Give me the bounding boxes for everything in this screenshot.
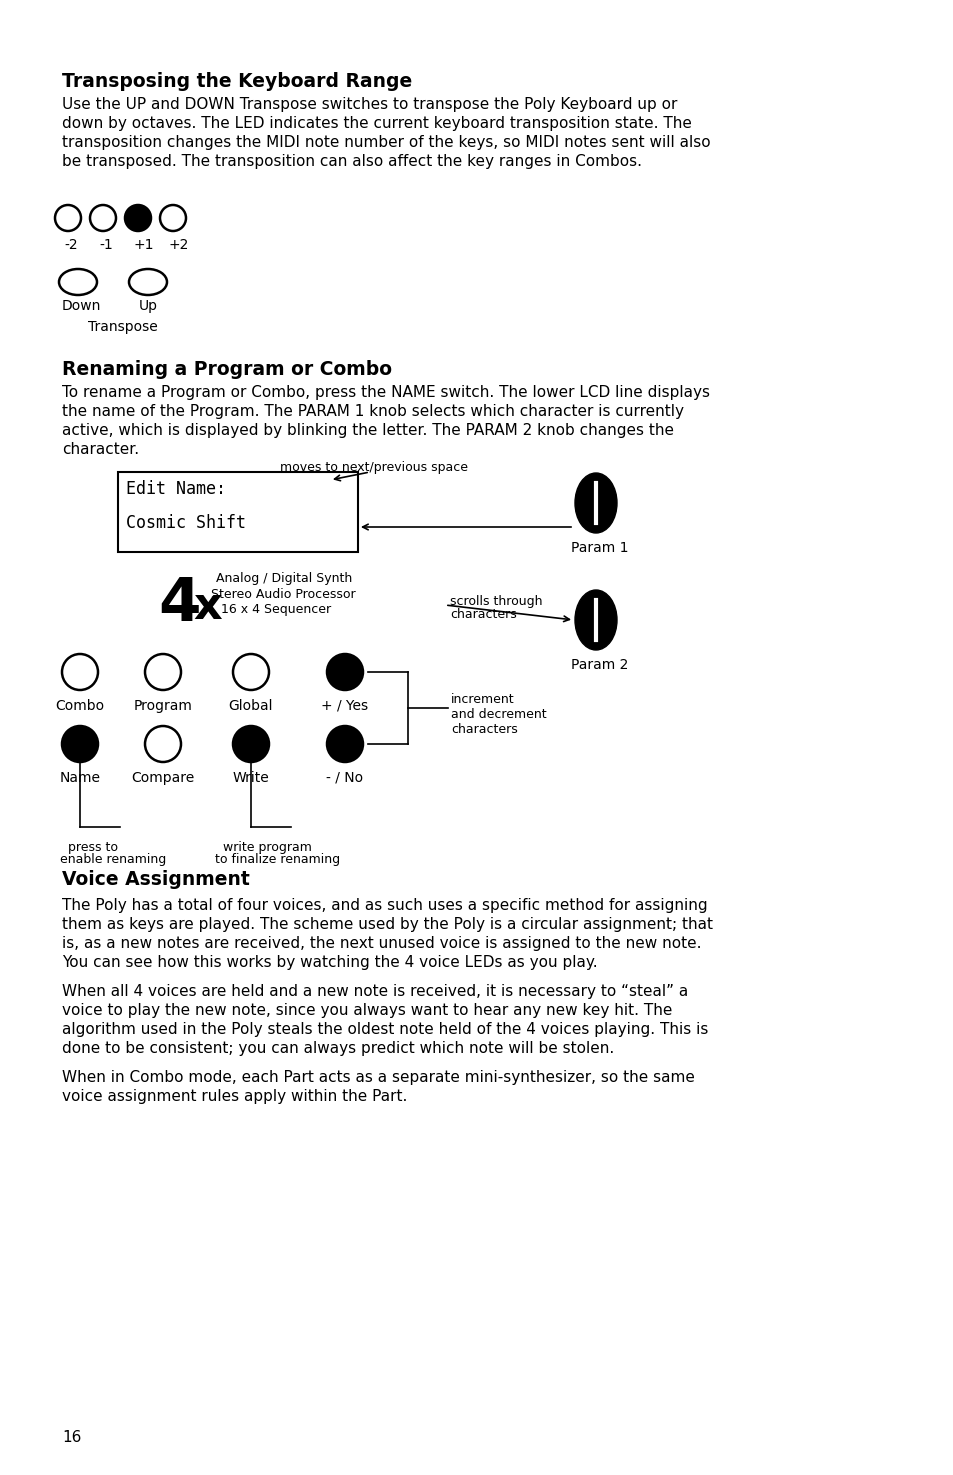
Text: done to be consistent; you can always predict which note will be stolen.: done to be consistent; you can always pr…	[62, 1041, 614, 1056]
Circle shape	[327, 653, 363, 690]
Text: character.: character.	[62, 442, 139, 457]
Text: Transposing the Keyboard Range: Transposing the Keyboard Range	[62, 72, 412, 91]
Text: press to: press to	[68, 841, 118, 854]
Text: Param 2: Param 2	[571, 658, 628, 673]
Text: +2: +2	[169, 237, 190, 252]
Text: Name: Name	[59, 771, 100, 785]
Text: the name of the Program. The PARAM 1 knob selects which character is currently: the name of the Program. The PARAM 1 kno…	[62, 404, 683, 419]
Text: increment: increment	[451, 693, 514, 707]
Text: Voice Assignment: Voice Assignment	[62, 870, 250, 889]
Circle shape	[160, 205, 186, 232]
Text: Cosmic Shift: Cosmic Shift	[126, 513, 246, 532]
Ellipse shape	[129, 268, 167, 295]
Ellipse shape	[575, 473, 617, 532]
Text: scrolls through: scrolls through	[450, 594, 542, 608]
Text: characters: characters	[450, 608, 517, 621]
Text: Up: Up	[139, 299, 158, 313]
Text: -1: -1	[99, 237, 112, 252]
Circle shape	[145, 653, 181, 690]
Circle shape	[125, 205, 151, 232]
Text: voice to play the new note, since you always want to hear any new key hit. The: voice to play the new note, since you al…	[62, 1003, 672, 1018]
Ellipse shape	[59, 268, 97, 295]
Text: When all 4 voices are held and a new note is received, it is necessary to “steal: When all 4 voices are held and a new not…	[62, 984, 687, 999]
Text: to finalize renaming: to finalize renaming	[214, 853, 340, 866]
Text: Down: Down	[62, 299, 101, 313]
Circle shape	[90, 205, 116, 232]
Text: Use the UP and DOWN Transpose switches to transpose the Poly Keyboard up or: Use the UP and DOWN Transpose switches t…	[62, 97, 677, 112]
Text: down by octaves. The LED indicates the current keyboard transposition state. The: down by octaves. The LED indicates the c…	[62, 117, 691, 131]
Text: -2: -2	[64, 237, 77, 252]
Text: Program: Program	[133, 699, 193, 712]
Text: them as keys are played. The scheme used by the Poly is a circular assignment; t: them as keys are played. The scheme used…	[62, 917, 712, 932]
Text: Compare: Compare	[132, 771, 194, 785]
Text: When in Combo mode, each Part acts as a separate mini-synthesizer, so the same: When in Combo mode, each Part acts as a …	[62, 1069, 694, 1086]
Text: Combo: Combo	[55, 699, 105, 712]
Text: algorithm used in the Poly steals the oldest note held of the 4 voices playing. : algorithm used in the Poly steals the ol…	[62, 1022, 708, 1037]
Text: +1: +1	[133, 237, 154, 252]
Text: Param 1: Param 1	[571, 541, 628, 555]
Text: The Poly has a total of four voices, and as such uses a specific method for assi: The Poly has a total of four voices, and…	[62, 898, 707, 913]
Circle shape	[55, 205, 81, 232]
Text: 16 x 4 Sequencer: 16 x 4 Sequencer	[221, 603, 331, 617]
FancyBboxPatch shape	[118, 472, 357, 552]
Text: voice assignment rules apply within the Part.: voice assignment rules apply within the …	[62, 1089, 407, 1103]
Circle shape	[327, 726, 363, 763]
Text: Edit Name:: Edit Name:	[126, 479, 226, 499]
Text: enable renaming: enable renaming	[60, 853, 166, 866]
Text: be transposed. The transposition can also affect the key ranges in Combos.: be transposed. The transposition can als…	[62, 153, 641, 170]
Text: - / No: - / No	[326, 771, 363, 785]
Text: + / Yes: + / Yes	[321, 699, 368, 712]
Circle shape	[62, 726, 98, 763]
Circle shape	[62, 653, 98, 690]
Text: Analog / Digital Synth: Analog / Digital Synth	[215, 572, 352, 586]
Text: 16: 16	[62, 1429, 81, 1445]
Circle shape	[233, 653, 269, 690]
Text: Global: Global	[229, 699, 273, 712]
Text: Write: Write	[233, 771, 269, 785]
Text: characters: characters	[451, 723, 517, 736]
Text: You can see how this works by watching the 4 voice LEDs as you play.: You can see how this works by watching t…	[62, 954, 597, 971]
Text: and decrement: and decrement	[451, 708, 546, 721]
Text: x: x	[193, 586, 221, 628]
Circle shape	[145, 726, 181, 763]
Text: active, which is displayed by blinking the letter. The PARAM 2 knob changes the: active, which is displayed by blinking t…	[62, 423, 673, 438]
Text: 4: 4	[158, 575, 200, 634]
Text: is, as a new notes are received, the next unused voice is assigned to the new no: is, as a new notes are received, the nex…	[62, 937, 700, 951]
Text: transposition changes the MIDI note number of the keys, so MIDI notes sent will : transposition changes the MIDI note numb…	[62, 136, 710, 150]
Text: moves to next/previous space: moves to next/previous space	[280, 462, 468, 473]
Text: To rename a Program or Combo, press the NAME switch. The lower LCD line displays: To rename a Program or Combo, press the …	[62, 385, 709, 400]
Text: Stereo Audio Processor: Stereo Audio Processor	[211, 589, 355, 600]
Text: write program: write program	[223, 841, 312, 854]
Text: Renaming a Program or Combo: Renaming a Program or Combo	[62, 360, 392, 379]
Ellipse shape	[575, 590, 617, 650]
Text: Transpose: Transpose	[88, 320, 157, 333]
Circle shape	[233, 726, 269, 763]
